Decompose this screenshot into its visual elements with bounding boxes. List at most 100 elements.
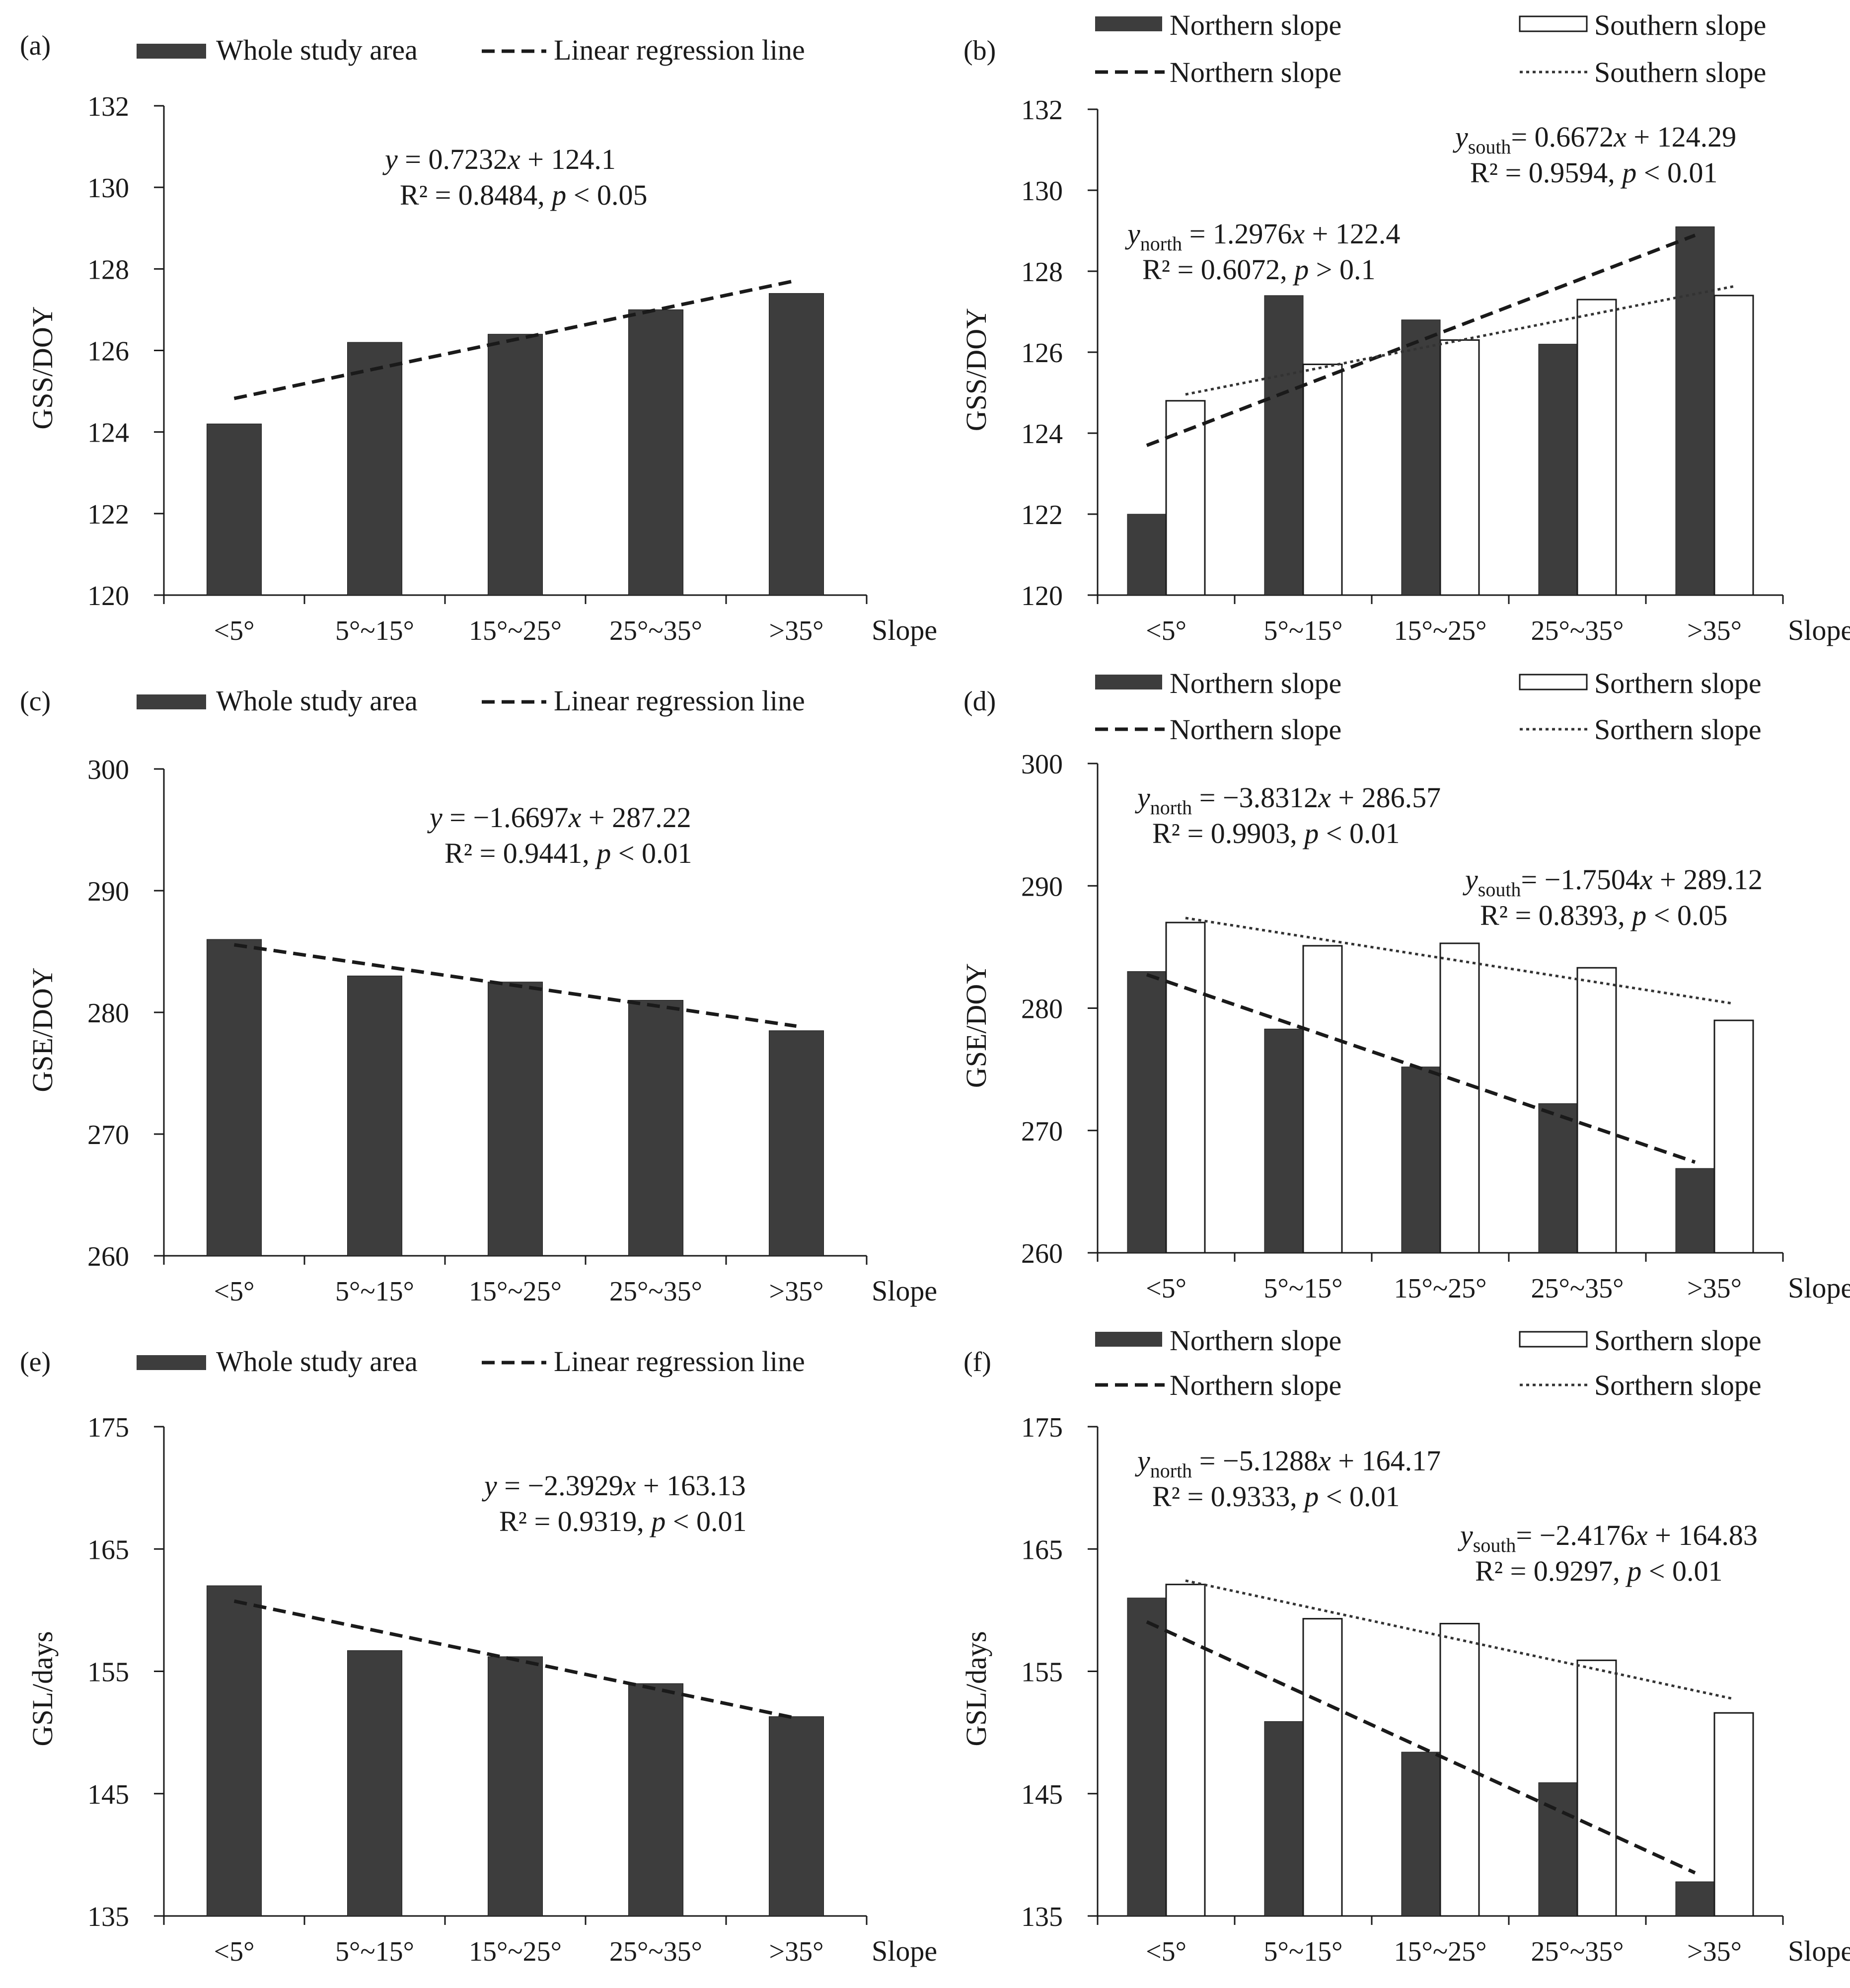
- panel-a-ytick-label: 120: [87, 581, 129, 612]
- panel-e-ytick-label: 175: [87, 1412, 129, 1443]
- panel-a-x-axis-title: Slope: [872, 614, 937, 646]
- panel-c: (c) 260 270 280 290 300 <5° 5°~15° 15°~25° 25°~35…: [20, 685, 937, 1307]
- panel-d-equation-1: ysouth= −1.7504x + 289.12: [1463, 863, 1763, 901]
- panel-b-x-axis-title: Slope: [1788, 614, 1850, 646]
- panel-f-xtick-label: 25°~35°: [1531, 1936, 1624, 1967]
- panel-f-ytick-label: 155: [1021, 1657, 1063, 1688]
- panel-c-bar-whole-study-area-2: [488, 982, 543, 1256]
- panel-d-r2-1: R² = 0.8393, p < 0.05: [1480, 899, 1728, 931]
- panel-e-label: (e): [20, 1347, 51, 1377]
- panel-d-bar-northern-slope-3: [1538, 1103, 1578, 1253]
- panel-f-bar-sorthern-slope-3: [1576, 1659, 1617, 1917]
- panel-e-bar-whole-study-area-3: [628, 1683, 683, 1916]
- panel-c-bar-whole-study-area-1: [347, 976, 402, 1256]
- panel-f-legend-label-0: Northern slope: [1170, 1324, 1341, 1357]
- panel-b-label: (b): [963, 35, 996, 66]
- panel-f-ytick-label: 165: [1021, 1534, 1063, 1565]
- panel-a-bar-whole-study-area-3: [628, 309, 683, 596]
- panel-a-r2-0: R² = 0.8484, p < 0.05: [400, 179, 648, 211]
- panel-d-legend-swatch-north-bar: [1095, 675, 1162, 689]
- panel-f-xtick-label: 15°~25°: [1394, 1936, 1486, 1967]
- panel-f-bar-sorthern-slope-4: [1713, 1712, 1754, 1917]
- panel-f-legend-label-3: Sorthern slope: [1594, 1369, 1762, 1401]
- panel-d-ytick-label: 300: [1021, 749, 1063, 780]
- panel-e-legend-label-1: Linear regression line: [554, 1345, 805, 1377]
- panel-e-y-axis-title: GSL/days: [26, 1631, 59, 1747]
- panel-b-r2-0: R² = 0.6072, p > 0.1: [1142, 253, 1376, 286]
- panel-a: (a) 120 122 124 126 128 130 132 <5° 5°~15° 15°~25°…: [20, 30, 937, 646]
- panel-b-ytick-label: 122: [1021, 500, 1063, 531]
- panel-e-r2-0: R² = 0.9319, p < 0.01: [499, 1505, 747, 1537]
- panel-c-legend-label-0: Whole study area: [216, 685, 418, 717]
- panel-b-regression-1: [1185, 285, 1734, 396]
- panel-f-xtick-label: 5°~15°: [1263, 1936, 1342, 1967]
- panel-d-bar-northern-slope-0: [1127, 971, 1167, 1253]
- panel-f-bar-northern-slope-1: [1264, 1721, 1304, 1916]
- panel-e-bar-whole-study-area-0: [207, 1585, 262, 1916]
- panel-b-equation-0: ynorth = 1.2976x + 122.4: [1125, 218, 1400, 255]
- panel-b-legend-swatch-south-bar: [1519, 15, 1588, 32]
- panel-c-legend-swatch-bar: [137, 694, 206, 709]
- panel-f-ytick-label: 135: [1021, 1902, 1063, 1932]
- panel-f-legend-swatch-north-bar: [1095, 1332, 1162, 1347]
- panel-d-ytick-label: 260: [1021, 1238, 1063, 1269]
- panel-b-bar-southern-slope-3: [1576, 299, 1617, 596]
- panel-a-ytick-label: 126: [87, 336, 129, 367]
- panel-f-ytick-label: 175: [1021, 1412, 1063, 1443]
- panel-d-bar-sorthern-slope-0: [1165, 921, 1206, 1254]
- panel-a-xtick-label: 5°~15°: [335, 615, 414, 646]
- panel-e-bar-whole-study-area-4: [769, 1716, 824, 1916]
- panel-d-xtick-label: 5°~15°: [1263, 1273, 1342, 1304]
- panel-a-equation-0: y = 0.7232x + 124.1: [382, 143, 616, 175]
- panel-c-ytick-label: 260: [87, 1241, 129, 1272]
- panel-d-bar-northern-slope-4: [1675, 1168, 1715, 1253]
- panel-f-equation-1: ysouth= −2.4176x + 164.83: [1458, 1519, 1758, 1556]
- panel-f-equation-0: ynorth = −5.1288x + 164.17: [1135, 1445, 1441, 1482]
- panel-b-bar-northern-slope-0: [1127, 514, 1167, 596]
- panel-d-bar-sorthern-slope-3: [1576, 967, 1617, 1254]
- panel-b-bar-northern-slope-4: [1675, 226, 1715, 596]
- panel-c-ytick-label: 280: [87, 998, 129, 1029]
- panel-b-bar-southern-slope-0: [1165, 400, 1206, 596]
- panel-f-bar-northern-slope-0: [1127, 1598, 1167, 1916]
- panel-d-legend-label-1: Sorthern slope: [1594, 667, 1762, 699]
- panel-a-bar-whole-study-area-4: [769, 293, 824, 596]
- panel-b-bar-southern-slope-2: [1439, 339, 1480, 596]
- panel-e-xtick-label: <5°: [214, 1936, 255, 1967]
- panel-b-ytick-label: 130: [1021, 176, 1063, 207]
- panel-f-xtick-label: >35°: [1687, 1936, 1742, 1967]
- panel-b-legend-label-3: Southern slope: [1594, 56, 1766, 88]
- panel-b-ytick-label: 120: [1021, 581, 1063, 612]
- panel-c-equation-0: y = −1.6697x + 287.22: [427, 801, 691, 834]
- panel-f-y-axis-title: GSL/days: [960, 1631, 992, 1747]
- panel-f-legend-label-1: Sorthern slope: [1594, 1324, 1762, 1357]
- panel-e-xtick-label: 15°~25°: [469, 1936, 562, 1967]
- panel-d: (d) 260 270 280 290 300 <5° 5°~15° 15°~25° 25°~35…: [960, 667, 1850, 1304]
- panel-b-equation-1: ysouth= 0.6672x + 124.29: [1453, 121, 1736, 158]
- panel-d-bar-northern-slope-1: [1264, 1028, 1304, 1253]
- panel-f-x-axis-title: Slope: [1788, 1935, 1850, 1967]
- panel-f-regression-1: [1185, 1579, 1734, 1700]
- panel-c-xtick-label: 5°~15°: [335, 1276, 414, 1307]
- panel-c-label: (c): [20, 686, 51, 717]
- panel-e-bar-whole-study-area-1: [347, 1650, 402, 1916]
- panel-d-x-axis-title: Slope: [1788, 1272, 1850, 1304]
- panel-a-xtick-label: 25°~35°: [609, 615, 702, 646]
- panel-d-equation-0: ynorth = −3.8312x + 286.57: [1135, 781, 1441, 819]
- panel-f-label: (f): [963, 1347, 991, 1377]
- panel-f-legend-label-2: Northern slope: [1170, 1369, 1341, 1401]
- panel-a-ytick-label: 130: [87, 173, 129, 204]
- panel-c-ytick-label: 290: [87, 876, 129, 907]
- panel-d-legend-label-2: Northern slope: [1170, 713, 1341, 746]
- panel-d-regression-0: [1146, 973, 1696, 1164]
- panel-b-bar-northern-slope-2: [1401, 319, 1441, 596]
- panel-b: (b) 120 122 124 126 128 130 132 <5° 5°~15° 15°~25°…: [960, 9, 1850, 646]
- panel-f-ytick-label: 145: [1021, 1779, 1063, 1810]
- panel-b-xtick-label: 15°~25°: [1394, 615, 1486, 646]
- panel-c-xtick-label: 15°~25°: [469, 1276, 562, 1307]
- panel-f-bar-northern-slope-2: [1401, 1752, 1441, 1916]
- panel-a-ytick-label: 128: [87, 254, 129, 285]
- panel-e-xtick-label: 5°~15°: [335, 1936, 414, 1967]
- panel-a-ytick-label: 132: [87, 91, 129, 122]
- panel-c-bar-whole-study-area-0: [207, 939, 262, 1256]
